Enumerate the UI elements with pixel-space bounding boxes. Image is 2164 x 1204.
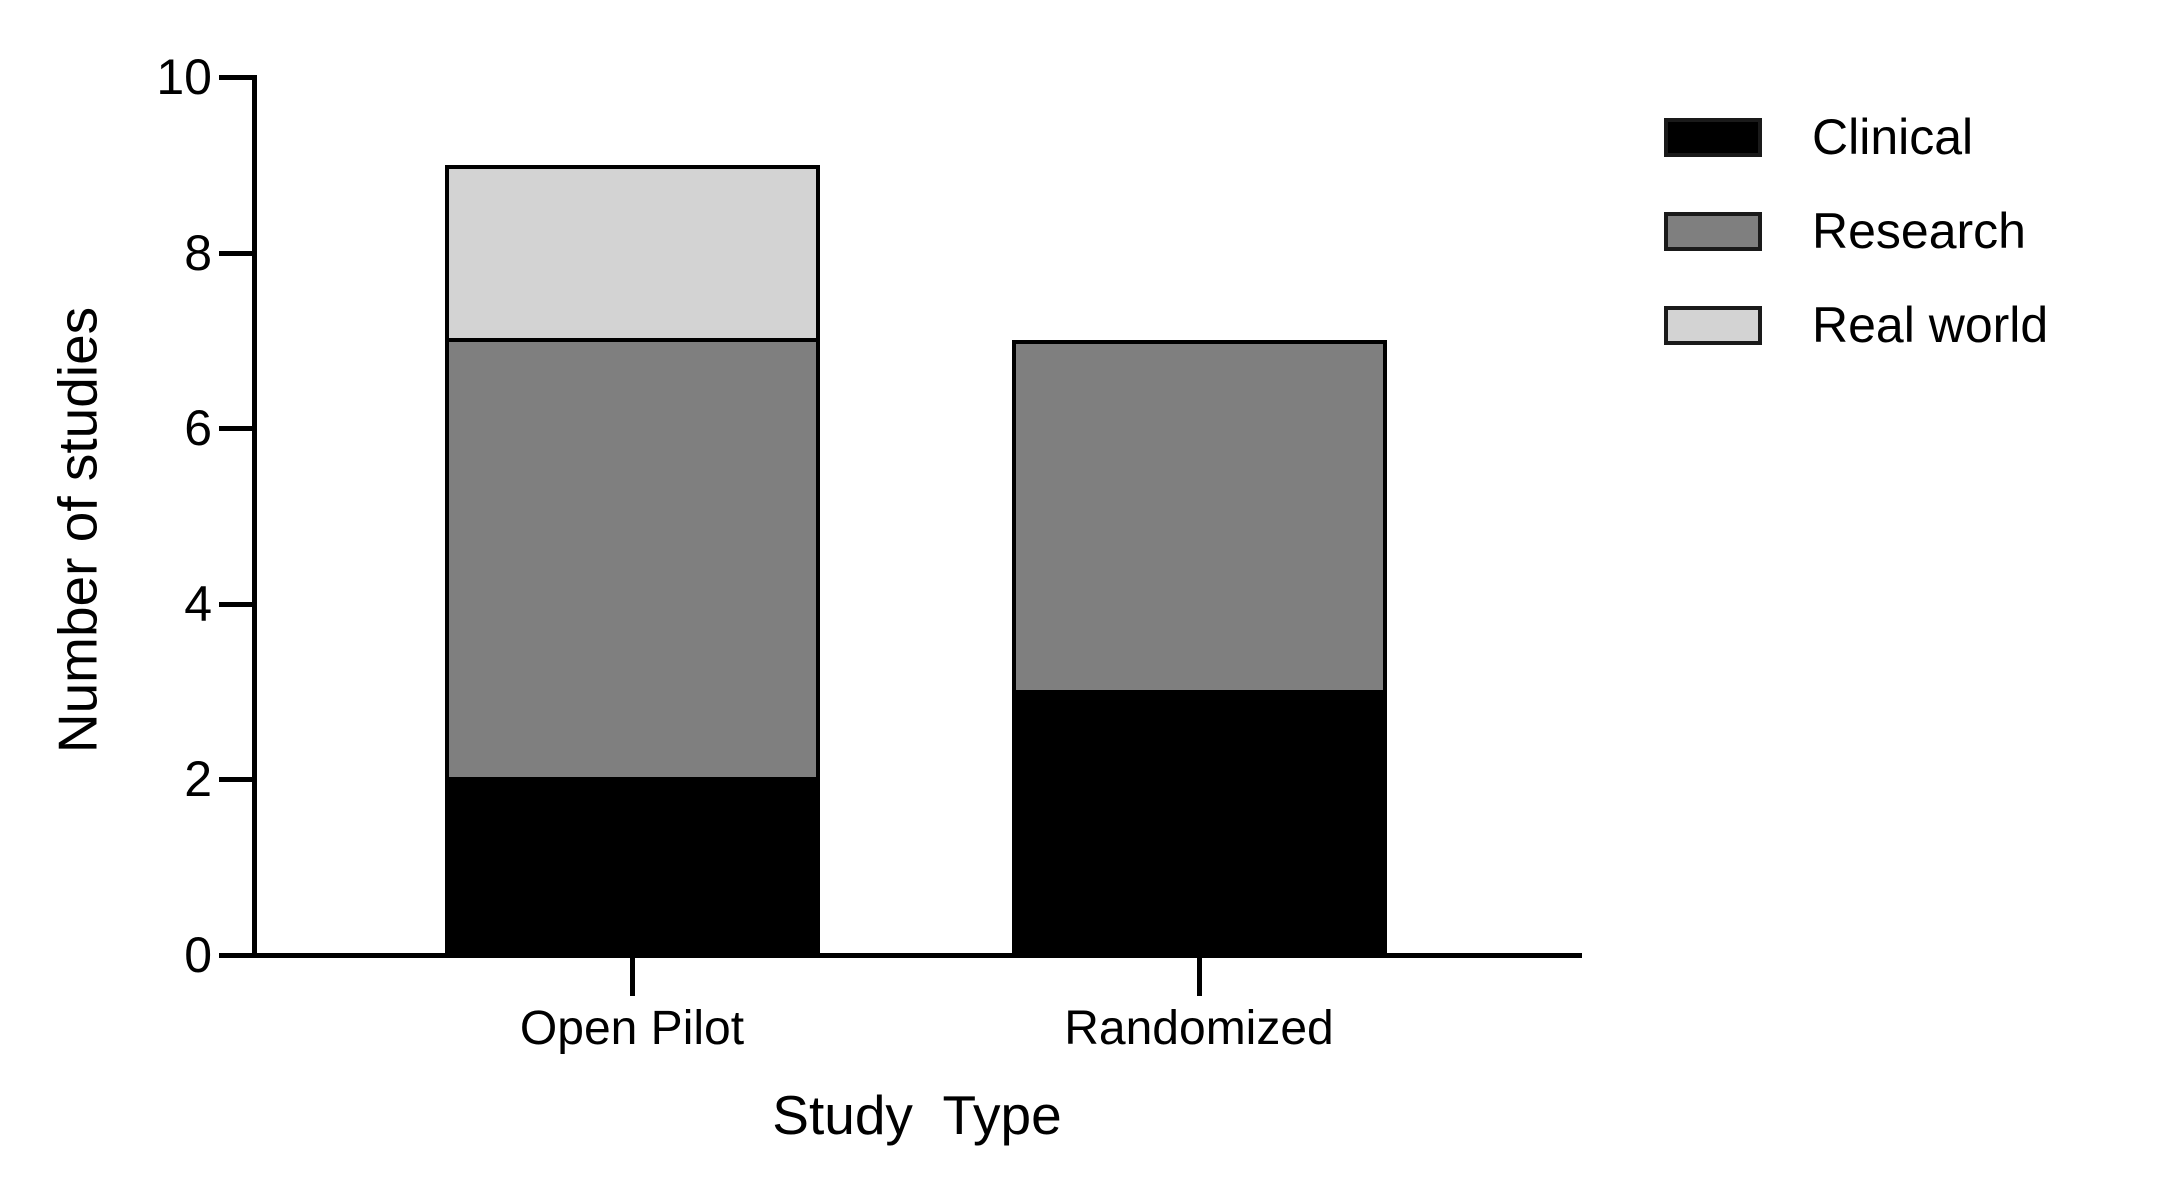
legend: Clinical Research Real world xyxy=(1664,112,2048,394)
legend-label: Research xyxy=(1812,203,2026,259)
y-tick-label: 6 xyxy=(184,400,212,456)
bar-segment-research xyxy=(1012,340,1387,691)
bar-outline xyxy=(445,165,820,958)
legend-item-clinical: Clinical xyxy=(1664,112,2048,162)
x-category-label: Open Pilot xyxy=(519,1002,745,1055)
segment-divider xyxy=(445,777,820,781)
y-tick-label: 8 xyxy=(184,225,212,281)
y-tick xyxy=(219,953,252,958)
y-axis-line xyxy=(252,75,257,958)
y-tick xyxy=(219,426,252,431)
y-tick xyxy=(219,602,252,607)
x-axis-title: Study Type xyxy=(772,1084,1062,1146)
legend-swatch xyxy=(1664,117,1762,157)
x-tick xyxy=(630,958,635,996)
y-tick-label: 4 xyxy=(184,576,212,632)
bar-outline xyxy=(1012,340,1387,958)
bar-segment-clinical xyxy=(1012,692,1387,955)
bar-segment-real-world xyxy=(445,165,820,341)
y-tick-label: 2 xyxy=(184,751,212,807)
legend-item-real-world: Real world xyxy=(1664,300,2048,350)
y-tick-label: 10 xyxy=(156,49,212,105)
legend-item-research: Research xyxy=(1664,206,2048,256)
y-tick-label: 0 xyxy=(184,927,212,983)
bar-segment-research xyxy=(445,340,820,779)
legend-swatch xyxy=(1664,211,1762,251)
legend-label: Clinical xyxy=(1812,109,1974,165)
segment-divider xyxy=(1012,690,1387,694)
y-tick xyxy=(219,251,252,256)
y-tick xyxy=(219,777,252,782)
bar-segment-clinical xyxy=(445,779,820,955)
x-category-label: Randomized xyxy=(1064,1002,1334,1055)
y-tick xyxy=(219,75,252,80)
legend-swatch xyxy=(1664,305,1762,345)
legend-label: Real world xyxy=(1812,297,2049,353)
x-axis-line xyxy=(252,953,1582,958)
x-tick xyxy=(1197,958,1202,996)
segment-divider xyxy=(445,338,820,342)
